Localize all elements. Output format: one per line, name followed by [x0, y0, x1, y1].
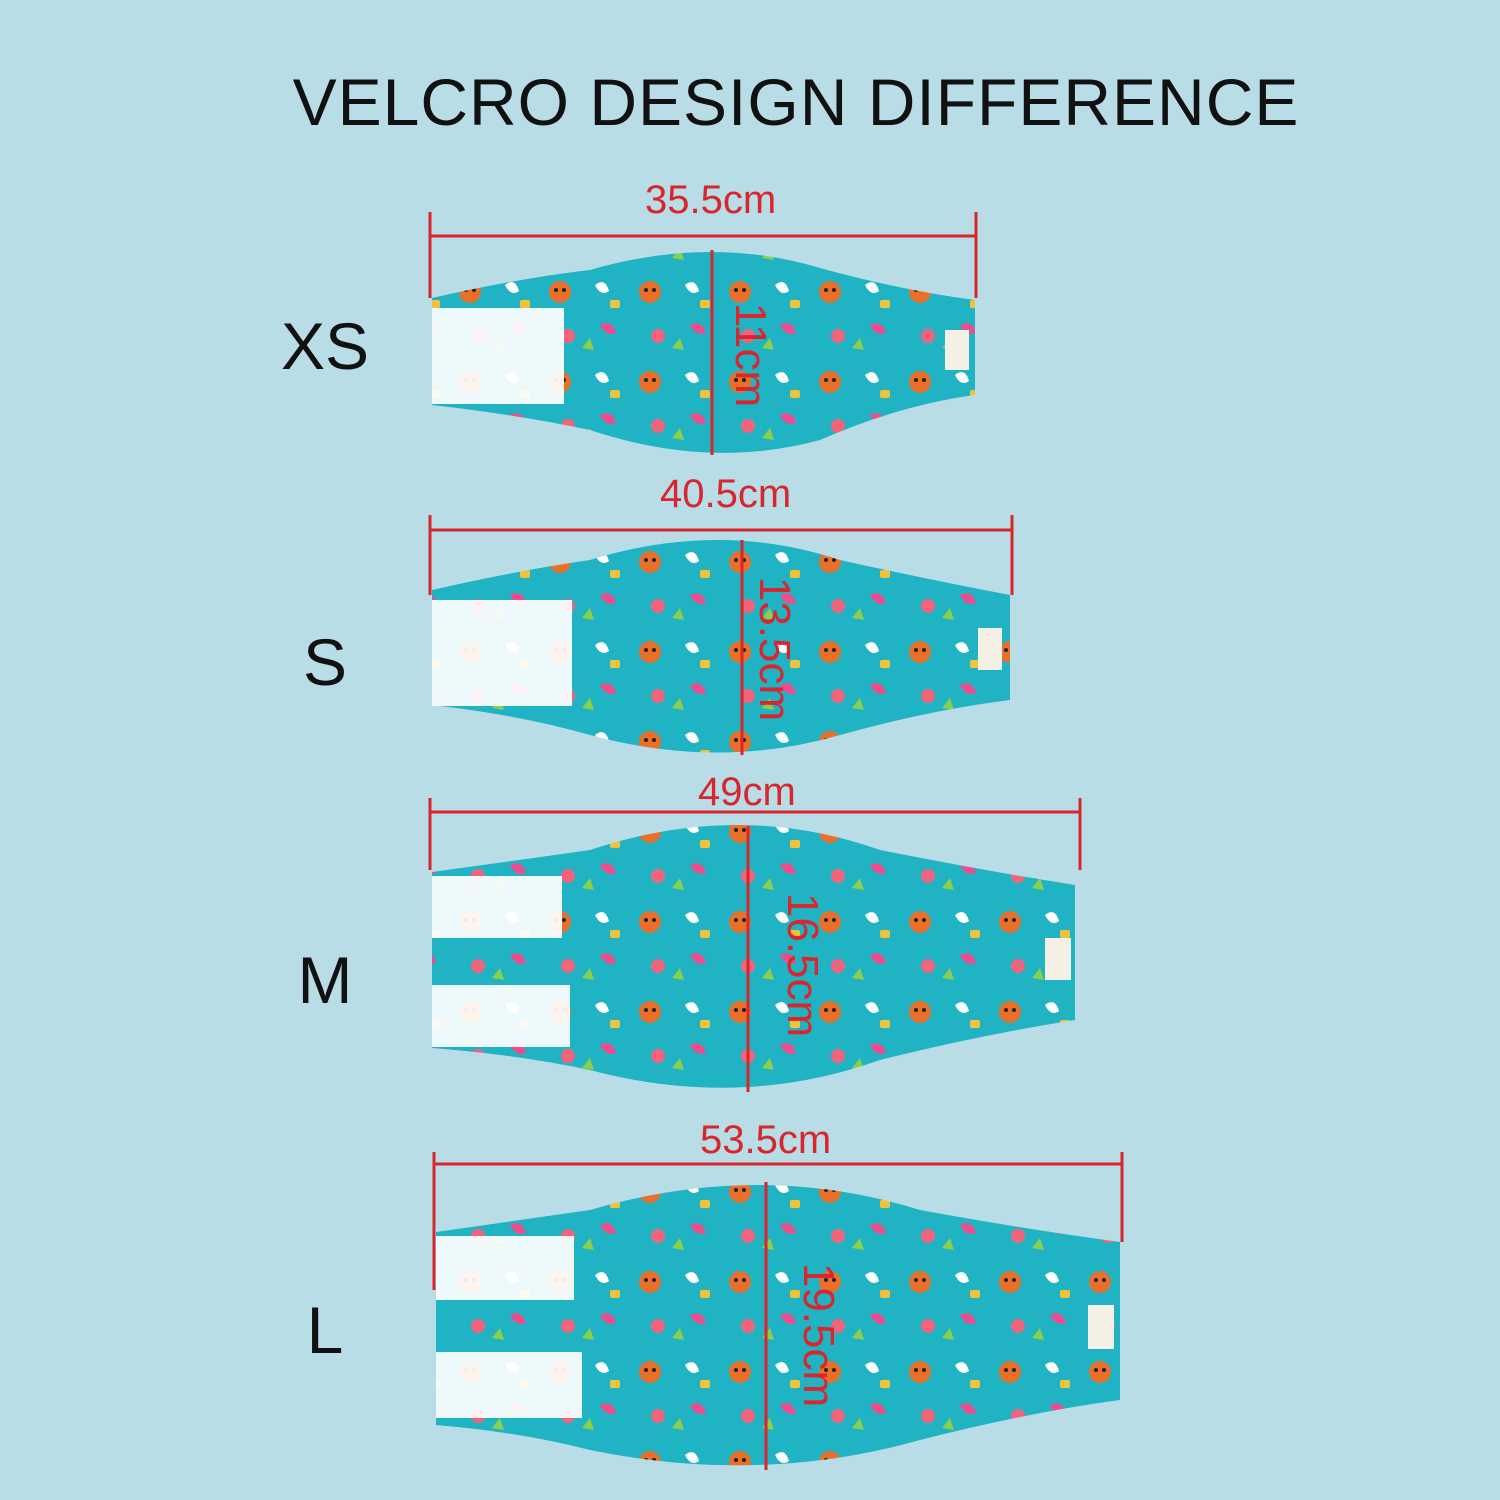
diaper-m [428, 798, 1082, 1092]
diaper-s [428, 515, 1014, 755]
height-s: 13.5cm [750, 576, 800, 722]
width-xs: 35.5cm [645, 178, 777, 222]
brand-tag [1045, 938, 1071, 980]
width-l: 53.5cm [700, 1118, 832, 1162]
velcro-tab-top [436, 1236, 574, 1300]
height-xs: 11cm [726, 302, 776, 408]
height-m: 16.5cm [778, 892, 828, 1038]
page-title: VELCRO DESIGN DIFFERENCE [292, 65, 1300, 139]
height-l: 19.5cm [794, 1262, 844, 1408]
size-label-xs: XS [280, 309, 370, 383]
velcro-tab-top [432, 876, 562, 938]
diaper-xs [428, 212, 978, 455]
size-label-s: S [302, 625, 348, 699]
width-s: 40.5cm [660, 472, 792, 516]
brand-tag [978, 628, 1002, 670]
diaper-l [432, 1152, 1124, 1470]
velcro-tab-bottom [432, 985, 570, 1047]
size-label-l: L [306, 1293, 344, 1367]
velcro-tab [432, 600, 572, 706]
velcro-tab-bottom [436, 1352, 582, 1418]
width-m: 49cm [698, 770, 796, 814]
velcro-tab [432, 308, 564, 404]
size-label-m: M [297, 943, 353, 1017]
brand-tag [945, 330, 969, 370]
brand-tag [1088, 1305, 1114, 1349]
